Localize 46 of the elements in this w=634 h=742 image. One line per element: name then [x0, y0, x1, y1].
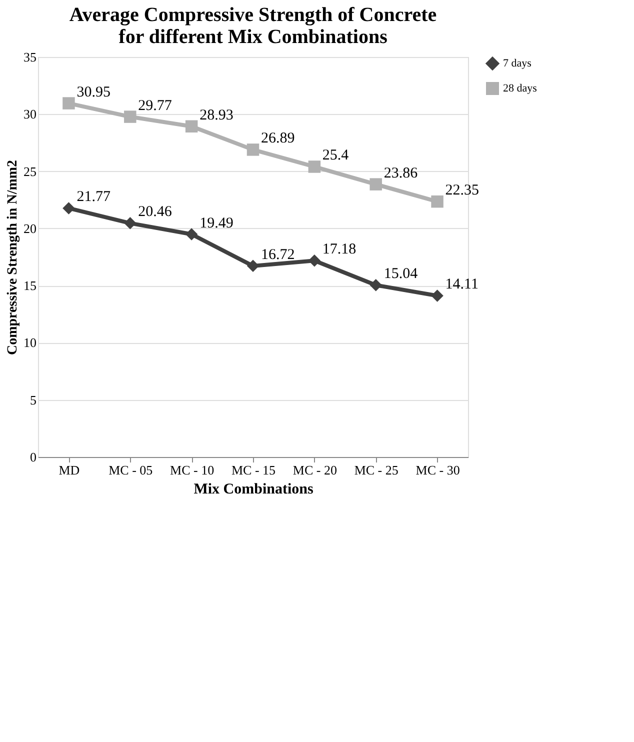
legend-label: 28 days	[503, 82, 537, 94]
point	[431, 290, 444, 302]
point	[308, 160, 321, 173]
data-label: 22.35	[445, 182, 480, 199]
point	[370, 178, 382, 190]
data-label: 16.72	[261, 246, 295, 263]
point	[246, 144, 260, 156]
y-tick-label: 30	[24, 106, 36, 122]
y-axis-title: Compressive Strength in N/mm2	[6, 160, 20, 356]
point	[124, 217, 136, 230]
data-label: 26.89	[261, 130, 295, 147]
x-tick-label: MC - 10	[170, 462, 214, 478]
y-tick-label: 5	[30, 392, 36, 408]
data-label: 20.46	[138, 204, 172, 220]
data-label: 23.86	[384, 165, 418, 182]
x-tick-label: MD	[58, 462, 80, 478]
y-tick-label: 0	[30, 450, 36, 464]
x-tick-label: MC - 20	[292, 462, 337, 478]
point	[62, 97, 75, 110]
data-label: 21.77	[76, 189, 111, 206]
data-label: 17.18	[322, 242, 356, 258]
point	[62, 202, 75, 214]
x-axis-title: Mix Combinations	[194, 482, 314, 498]
x-tick-label: MC - 05	[108, 462, 153, 478]
y-tick-label: 35	[24, 50, 36, 64]
data-label: 15.04	[384, 266, 418, 282]
point	[431, 195, 444, 208]
data-label: 19.49	[200, 215, 234, 232]
y-tick-label: 20	[24, 220, 36, 236]
data-label: 25.4	[322, 148, 350, 164]
point	[185, 120, 198, 132]
y-tick-label: 25	[24, 164, 36, 179]
point	[185, 228, 198, 240]
data-label: 29.77	[138, 98, 172, 114]
y-tick-label: 15	[24, 278, 36, 294]
point	[370, 278, 382, 292]
data-label: 30.95	[76, 84, 110, 100]
x-tick-label: MC - 15	[231, 462, 276, 478]
legend-label: 7 days	[503, 58, 532, 70]
data-label: 14.11	[445, 276, 478, 293]
x-tick-label: MC - 25	[354, 462, 398, 478]
point	[124, 110, 136, 123]
data-label: 28.93	[200, 107, 234, 124]
y-tick-label: 10	[24, 335, 36, 350]
x-tick-label: MC - 30	[416, 462, 460, 478]
chart-title: Average Compressive Strength of Concrete for different Mix Combinations	[69, 4, 437, 48]
